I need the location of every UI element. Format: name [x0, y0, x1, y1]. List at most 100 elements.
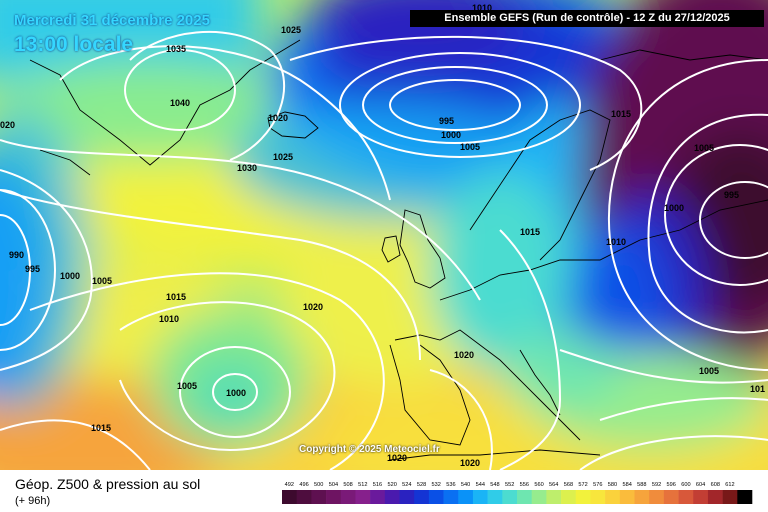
- color-scale-swatch: [296, 490, 312, 504]
- color-scale-swatch: [399, 490, 415, 504]
- color-scale-swatch: [722, 490, 738, 504]
- isobar-label: 1020: [454, 350, 474, 360]
- isobar-label: 1015: [520, 227, 540, 237]
- isobar-label: 1005: [699, 366, 719, 376]
- z500-color-scale: 492 496 500 504 508 512 516 520 524 528 532 536 540 5…: [282, 482, 753, 504]
- isobar-label: 101: [750, 384, 765, 394]
- color-scale-swatch: [414, 490, 430, 504]
- isobar-label: 995: [439, 116, 454, 126]
- isobar-label: 1015: [91, 423, 111, 433]
- forecast-date-title: Mercredi 31 décembre 2025: [14, 12, 210, 29]
- color-scale-tick-label: 564: [549, 482, 558, 488]
- footer-subtitle: (+ 96h): [15, 495, 51, 507]
- color-scale-tick-label: 584: [622, 482, 631, 488]
- color-scale-tick-label: 604: [696, 482, 705, 488]
- color-scale-tick-label: 492: [285, 482, 294, 488]
- color-scale-ticks: 492 496 500 504 508 512 516 520 524 528 532 536 540 5…: [285, 482, 735, 488]
- z500-color-field: [0, 0, 768, 470]
- isobar-label: 1000: [60, 271, 80, 281]
- isobar-label: 1000: [441, 130, 461, 140]
- color-scale-tick-label: 508: [343, 482, 352, 488]
- isobar-label: 1010: [472, 3, 492, 13]
- isobar-label: 1010: [606, 237, 626, 247]
- color-scale-tick-label: 496: [299, 482, 308, 488]
- isobar-label: 990: [9, 250, 24, 260]
- color-scale-tick-label: 528: [417, 482, 426, 488]
- isobars: [0, 30, 768, 470]
- color-scale-tick-label: 600: [681, 482, 690, 488]
- color-scale-tick-label: 576: [593, 482, 602, 488]
- isobar-label: 1005: [460, 142, 480, 152]
- color-scale-swatch: [487, 490, 503, 504]
- color-scale-tick-label: 596: [667, 482, 676, 488]
- color-scale-tick-label: 516: [373, 482, 382, 488]
- color-scale-tick-label: 520: [387, 482, 396, 488]
- isobar-label: 1020: [460, 458, 480, 468]
- isobar-label: 1015: [611, 109, 631, 119]
- color-scale-swatch: [693, 490, 709, 504]
- color-scale-swatch: [575, 490, 591, 504]
- color-scale-tick-label: 504: [329, 482, 338, 488]
- footer-title: Géop. Z500 & pression au sol: [15, 476, 201, 492]
- isobar-label: 1015: [166, 292, 186, 302]
- color-scale-swatch: [355, 490, 371, 504]
- color-scale-swatch: [370, 490, 386, 504]
- color-scale-swatch: [428, 490, 444, 504]
- color-scale-tick-label: 568: [564, 482, 573, 488]
- color-scale-swatch: [737, 490, 753, 504]
- copyright-notice: Copyright © 2025 Meteociel.fr: [299, 444, 440, 455]
- isobar-label: 1000: [664, 203, 684, 213]
- color-scale-swatches: [282, 490, 753, 504]
- isobar-label: 020: [0, 120, 15, 130]
- forecast-time-title: 13:00 locale: [14, 33, 134, 56]
- isobar-label: 1000: [226, 388, 246, 398]
- isobar-label: 1020: [387, 453, 407, 463]
- color-scale-tick-label: 560: [534, 482, 543, 488]
- color-scale-tick-label: 556: [520, 482, 529, 488]
- color-scale-swatch: [546, 490, 562, 504]
- color-scale-tick-label: 612: [725, 482, 734, 488]
- color-scale-tick-label: 548: [490, 482, 499, 488]
- isobar-label: 1020: [268, 113, 288, 123]
- isobar-labels: 1035 1025 1010 1040 1020 1030 1025 995 1…: [0, 3, 765, 468]
- color-scale-swatch: [472, 490, 488, 504]
- color-scale-swatch: [326, 490, 342, 504]
- isobar-label: 1025: [281, 25, 301, 35]
- color-scale-tick-label: 588: [637, 482, 646, 488]
- color-scale-swatch: [384, 490, 400, 504]
- color-scale-swatch: [678, 490, 694, 504]
- color-scale-tick-label: 512: [358, 482, 367, 488]
- isobar-label: 1025: [273, 152, 293, 162]
- color-scale-swatch: [619, 490, 635, 504]
- color-scale-tick-label: 500: [314, 482, 323, 488]
- color-scale-tick-label: 540: [461, 482, 470, 488]
- color-scale-tick-label: 524: [402, 482, 411, 488]
- run-banner: Ensemble GEFS (Run de contrôle) - 12 Z d…: [410, 10, 764, 27]
- coastlines: [29, 39, 768, 461]
- color-scale-swatch: [605, 490, 621, 504]
- color-scale-tick-label: 532: [432, 482, 441, 488]
- isobar-label: 1005: [92, 276, 112, 286]
- color-scale-swatch: [340, 490, 356, 504]
- color-scale-tick-label: 544: [476, 482, 485, 488]
- color-scale-swatch: [590, 490, 606, 504]
- color-scale-swatch: [311, 490, 327, 504]
- color-scale-swatch: [531, 490, 547, 504]
- color-scale-tick-label: 608: [711, 482, 720, 488]
- color-scale-tick-label: 572: [578, 482, 587, 488]
- isobar-label: 1035: [166, 44, 186, 54]
- color-scale-swatch: [649, 490, 665, 504]
- color-scale-swatch: [282, 490, 297, 504]
- color-scale-tick-label: 592: [652, 482, 661, 488]
- color-scale-swatch: [561, 490, 577, 504]
- color-scale-swatch: [707, 490, 723, 504]
- isobar-label: 1005: [694, 143, 714, 153]
- color-scale-swatch: [517, 490, 532, 504]
- color-scale-swatch: [634, 490, 650, 504]
- isobar-label: 1040: [170, 98, 190, 108]
- color-scale-tick-label: 552: [505, 482, 514, 488]
- color-scale-tick-label: 536: [446, 482, 455, 488]
- color-scale-swatch: [443, 490, 459, 504]
- geopotential-pressure-map: 1035 1025 1010 1040 1020 1030 1025 995 1…: [0, 0, 768, 470]
